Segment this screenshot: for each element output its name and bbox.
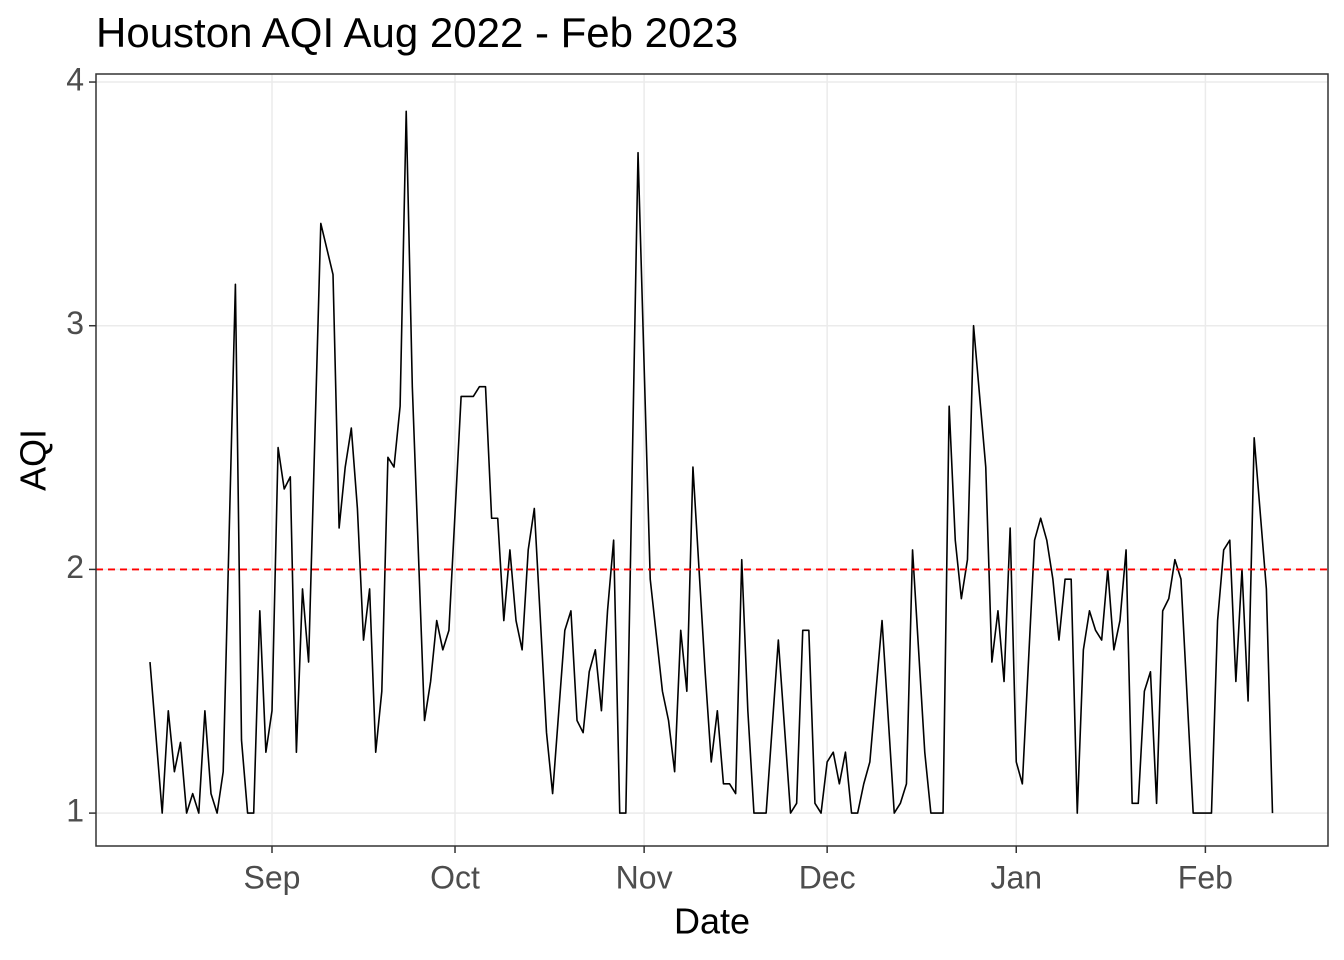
x-tick-label: Oct (430, 859, 480, 895)
x-tick-label: Jan (990, 859, 1042, 895)
y-axis-title: AQI (13, 429, 54, 491)
y-tick-label: 1 (66, 793, 84, 829)
x-axis-title: Date (674, 901, 750, 942)
x-tick-label: Nov (616, 859, 673, 895)
x-tick-label: Sep (244, 859, 301, 895)
y-tick-label: 4 (66, 61, 84, 97)
x-tick-label: Dec (799, 859, 856, 895)
y-tick-label: 3 (66, 305, 84, 341)
x-tick-label: Feb (1178, 859, 1233, 895)
chart-title: Houston AQI Aug 2022 - Feb 2023 (96, 9, 738, 56)
y-tick-label: 2 (66, 549, 84, 585)
data-line (149, 110, 1274, 814)
panel-border (95, 73, 1329, 847)
